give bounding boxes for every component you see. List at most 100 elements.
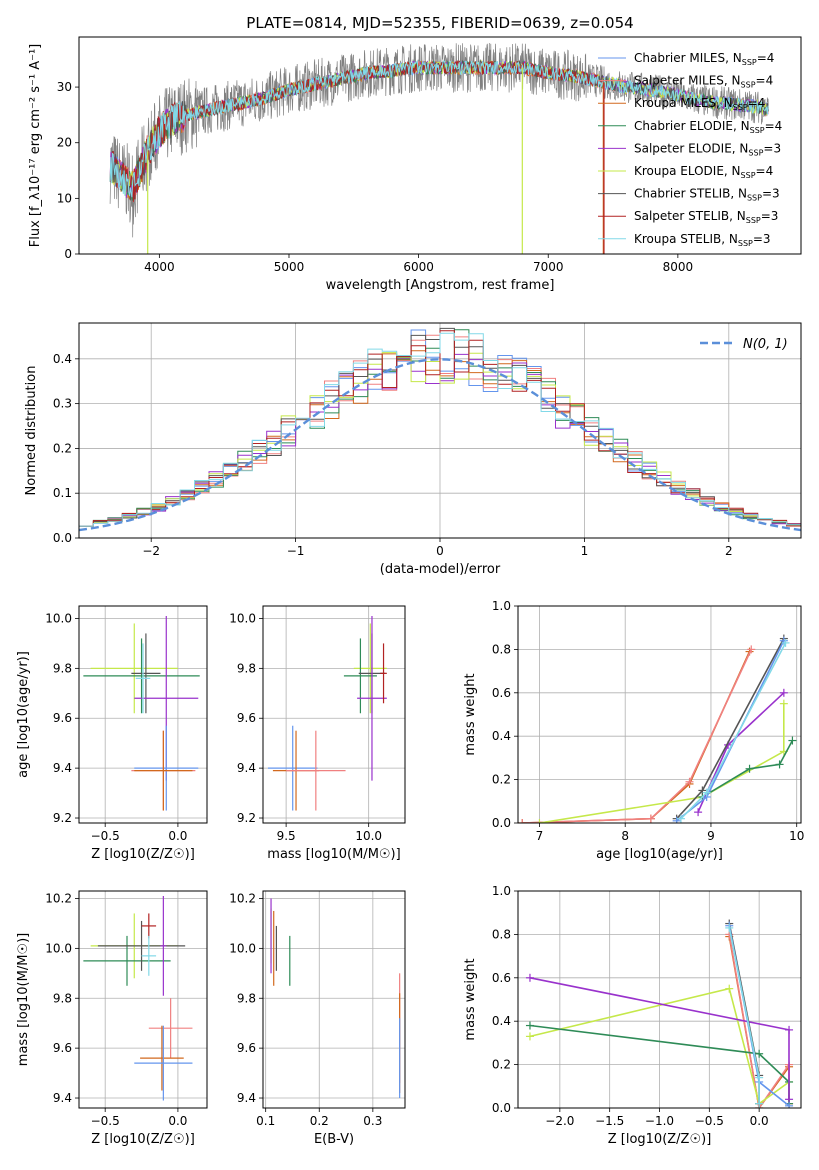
y-axis-label: age [log10(age/yr)] xyxy=(16,651,31,778)
legend-label-km: Kroupa MILES, NSSP=4 xyxy=(634,96,765,112)
axes-frame xyxy=(78,890,208,1109)
residual-histogram-ks xyxy=(79,332,801,527)
normal-curve xyxy=(79,358,801,532)
x-tick-label: 6000 xyxy=(403,260,434,274)
legend-tail: =4 xyxy=(756,74,774,88)
legend-label-normal: N(0, 1) xyxy=(743,337,788,352)
y-tick-label: 0 xyxy=(64,247,72,261)
y-axis-label: mass weight xyxy=(463,673,478,755)
x-tick-label: 0 xyxy=(436,544,444,558)
y-tick-label: 0.1 xyxy=(53,486,72,500)
x-tick-label: 7 xyxy=(536,829,544,843)
weight-line-km xyxy=(522,651,751,823)
weight-line-cs xyxy=(676,638,785,820)
y-tick-label: 0.3 xyxy=(53,397,72,411)
legend-label-ss: Salpeter STELIB, NSSP=3 xyxy=(634,209,778,225)
legend-label-cs: Chabrier STELIB, NSSP=3 xyxy=(634,187,780,203)
x-tick-label: 4000 xyxy=(144,260,175,274)
x-tick-label: 9 xyxy=(707,829,715,843)
plot-area xyxy=(270,898,401,1099)
x-tick-label: 0.2 xyxy=(310,1114,329,1128)
x-tick-label: 0.0 xyxy=(168,1114,187,1128)
legend-label-se: Salpeter ELODIE, NSSP=3 xyxy=(634,141,781,157)
x-tick-label: 10.0 xyxy=(355,829,382,843)
legend-subscript: SSP xyxy=(748,148,763,157)
x-tick-label: 8 xyxy=(621,829,629,843)
plot-area xyxy=(79,327,801,532)
legend-subscript: SSP xyxy=(741,81,756,90)
x-tick-label: −0.5 xyxy=(91,1114,120,1128)
plot-area xyxy=(83,615,200,811)
age-weight-panel: 7 8 9 10 0.0 0.2 0.4 0.6 0.8 1.0 age [log10(age/yr… xyxy=(463,599,804,862)
x-tick-label: 0.0 xyxy=(168,829,187,843)
x-axis-label: E(B-V) xyxy=(314,1132,354,1147)
legend-label-cm: Chabrier MILES, NSSP=4 xyxy=(634,51,774,67)
axes-frame xyxy=(517,605,802,824)
axes-frame xyxy=(262,890,406,1109)
legend-tail: =3 xyxy=(762,187,780,201)
y-tick-label: 0.8 xyxy=(492,642,511,656)
y-tick-label: 1.0 xyxy=(492,599,511,613)
legend-subscript: SSP xyxy=(750,126,765,135)
x-axis-label: Z [log10(Z/Z☉)] xyxy=(91,847,195,862)
legend-subscript: SSP xyxy=(738,239,753,248)
legend-tail: =4 xyxy=(748,96,766,110)
y-tick-label: 0.0 xyxy=(492,1101,511,1115)
legend-label-ce: Chabrier ELODIE, NSSP=4 xyxy=(634,119,782,135)
legend-label-sm: Salpeter MILES, NSSP=4 xyxy=(634,74,773,90)
spectrum-panel: 4000 5000 6000 7000 8000 0 10 20 30 wavelength [A… xyxy=(28,36,802,293)
x-tick-label: −0.5 xyxy=(91,829,120,843)
axes-frame xyxy=(78,605,208,824)
y-tick-label: 10.0 xyxy=(45,941,72,955)
legend-subscript: SSP xyxy=(741,171,756,180)
y-tick-label: 9.6 xyxy=(237,1041,256,1055)
x-tick-label: −0.5 xyxy=(695,1114,724,1128)
y-tick-label: 9.6 xyxy=(53,711,72,725)
y-tick-label: 9.8 xyxy=(53,661,72,675)
y-axis-label: mass [log10(M/M☉)] xyxy=(16,933,31,1066)
x-tick-label: 1 xyxy=(581,544,589,558)
y-tick-label: 9.8 xyxy=(53,991,72,1005)
ebv-mass-panel: 0.1 0.2 0.3 9.4 9.6 9.8 10.0 10.2 E(B-V) xyxy=(229,890,406,1147)
x-tick-label: 0.3 xyxy=(363,1114,382,1128)
y-tick-label: 0.6 xyxy=(492,686,511,700)
figure-title: PLATE=0814, MJD=52355, FIBERID=0639, z=0… xyxy=(246,14,633,32)
plot-area xyxy=(83,895,193,1101)
y-tick-label: 20 xyxy=(57,136,72,150)
plot-area xyxy=(267,615,387,811)
x-tick-label: 10 xyxy=(789,829,804,843)
y-tick-label: 0.0 xyxy=(53,531,72,545)
y-tick-label: 9.2 xyxy=(53,811,72,825)
x-tick-label: 5000 xyxy=(274,260,305,274)
y-axis-label: Flux [f_λ10⁻¹⁷ erg cm⁻² s⁻¹ A⁻¹] xyxy=(28,44,43,248)
legend-tail: =4 xyxy=(756,164,774,178)
spectrum-legend: Chabrier MILES, NSSP=4 Salpeter MILES, NS… xyxy=(598,51,782,248)
legend-subscript: SSP xyxy=(733,103,748,112)
y-tick-label: 0.0 xyxy=(492,816,511,830)
y-tick-label: 10.2 xyxy=(45,891,72,905)
y-tick-label: 1.0 xyxy=(492,884,511,898)
x-tick-label: −1 xyxy=(287,544,305,558)
x-axis-label: (data-model)/error xyxy=(380,562,501,577)
y-tick-label: 0.8 xyxy=(492,927,511,941)
weight-line-ce xyxy=(701,740,794,798)
plot-area xyxy=(518,634,797,823)
y-tick-label: 9.6 xyxy=(237,711,256,725)
residuals-panel: −2 −1 0 1 2 0.0 0.1 0.2 0.3 0.4 (data-model)/error… xyxy=(24,322,802,577)
y-tick-label: 0.4 xyxy=(492,1014,511,1028)
x-axis-label: age [log10(age/yr)] xyxy=(596,847,723,862)
legend-label-ks: Kroupa STELIB, NSSP=3 xyxy=(634,232,771,248)
x-axis-label: Z [log10(Z/Z☉)] xyxy=(91,1132,195,1147)
y-tick-label: 0.2 xyxy=(492,1058,511,1072)
weight-line-ke xyxy=(529,987,790,1106)
y-tick-label: 9.4 xyxy=(53,761,72,775)
axes-frame xyxy=(262,605,406,824)
y-tick-label: 0.2 xyxy=(53,441,72,455)
y-tick-label: 0.4 xyxy=(492,729,511,743)
model-fit-cs xyxy=(109,59,769,201)
x-tick-label: −1.5 xyxy=(595,1114,624,1128)
y-tick-label: 10.2 xyxy=(229,891,256,905)
y-tick-label: 9.8 xyxy=(237,661,256,675)
y-tick-label: 9.4 xyxy=(237,1091,256,1105)
